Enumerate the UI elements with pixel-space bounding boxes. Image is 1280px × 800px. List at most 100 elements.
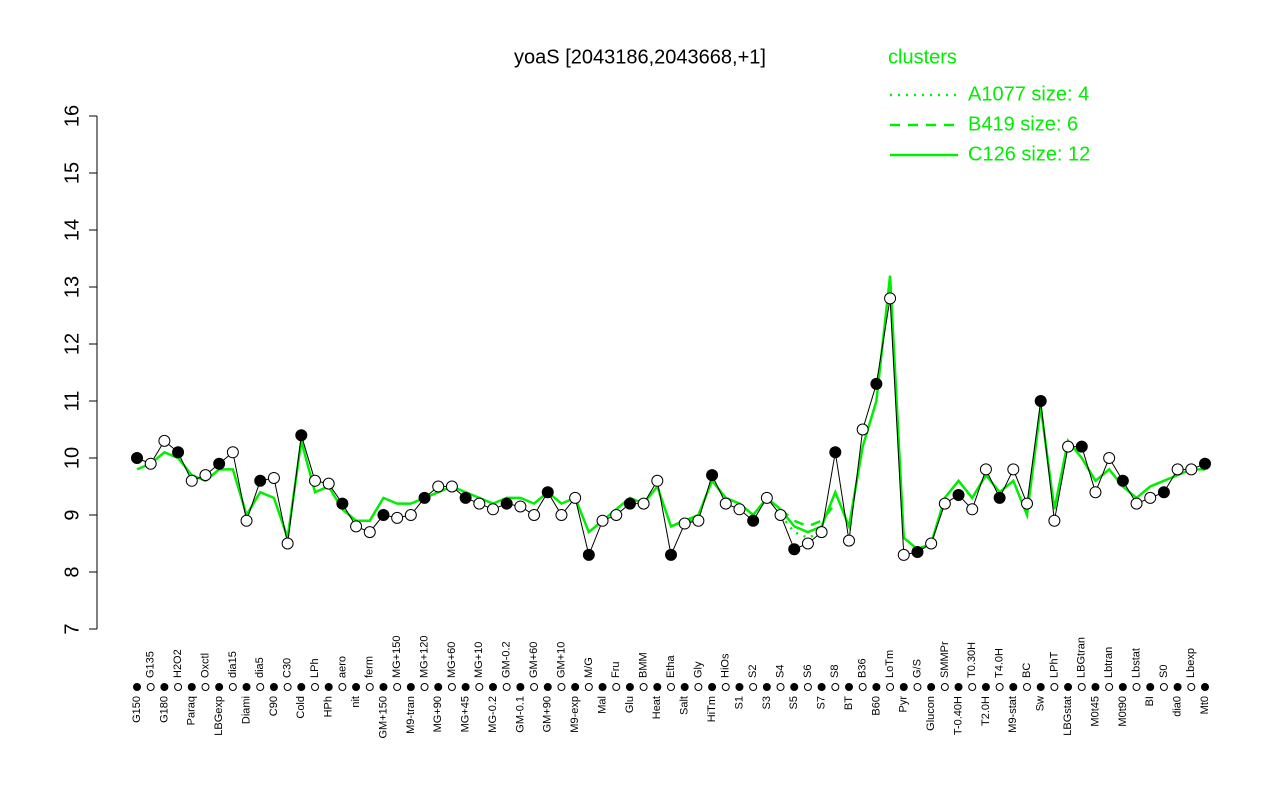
x-tick-label: Fru xyxy=(610,662,622,679)
x-tick-label: Lbexp xyxy=(1185,648,1197,678)
category-marker xyxy=(1050,683,1059,691)
data-point xyxy=(1116,474,1129,487)
category-marker xyxy=(749,683,758,691)
data-point xyxy=(267,471,280,484)
x-tick-label: HPh xyxy=(323,696,335,717)
category-marker xyxy=(160,683,169,691)
x-tick-label: GM-0.1 xyxy=(514,696,526,733)
data-point xyxy=(993,491,1006,504)
x-tick-label: G150 xyxy=(131,696,143,723)
data-point xyxy=(815,526,828,539)
category-marker xyxy=(858,683,867,691)
category-marker xyxy=(625,683,634,691)
category-marker xyxy=(242,683,251,691)
category-marker xyxy=(721,683,730,691)
x-tick-label: T2.0H xyxy=(980,696,992,726)
x-tick-label: LBGexp xyxy=(213,696,225,736)
x-tick-label: dia15 xyxy=(227,651,239,678)
category-marker xyxy=(365,683,374,691)
data-point xyxy=(1089,486,1102,499)
data-point xyxy=(582,548,595,561)
data-point xyxy=(1021,497,1033,510)
category-marker xyxy=(1023,683,1031,691)
category-marker xyxy=(146,683,155,691)
category-marker xyxy=(708,683,717,691)
data-point xyxy=(569,491,582,504)
chart-title: yoaS [2043186,2043668,+1] xyxy=(514,46,766,68)
data-point xyxy=(911,546,924,559)
data-point xyxy=(254,474,267,487)
category-marker xyxy=(803,683,812,691)
data-point xyxy=(213,457,226,470)
data-point xyxy=(1034,395,1047,407)
x-tick-label: GM+90 xyxy=(542,696,554,732)
category-marker xyxy=(393,683,402,691)
y-tick-label: 7 xyxy=(61,623,83,634)
data-point xyxy=(350,520,363,533)
category-marker xyxy=(1036,683,1045,691)
x-tick-label: M0t90 xyxy=(1117,696,1129,727)
data-point xyxy=(801,537,814,550)
x-tick-label: HiTm xyxy=(706,696,718,722)
legend-label: C126 size: 12 xyxy=(968,143,1090,165)
category-marker xyxy=(489,683,497,691)
data-point xyxy=(829,446,842,459)
x-tick-label: MG+150 xyxy=(391,636,403,679)
x-tick-label: BI xyxy=(1144,696,1156,706)
data-point xyxy=(131,452,143,464)
x-tick-label: MG-0.2 xyxy=(487,696,499,733)
category-marker xyxy=(1118,683,1127,691)
data-point xyxy=(391,511,404,524)
category-marker xyxy=(1146,683,1155,691)
x-tick-label: T0.30H xyxy=(966,642,978,678)
data-point xyxy=(555,509,568,521)
x-tick-label: MG+10 xyxy=(473,642,485,678)
category-marker xyxy=(516,683,525,691)
data-point xyxy=(541,486,554,499)
x-tick-label: S1 xyxy=(733,696,745,709)
data-point xyxy=(760,491,773,504)
category-marker xyxy=(475,683,484,691)
cluster-line xyxy=(136,275,1205,551)
data-point xyxy=(897,548,910,561)
category-marker xyxy=(1173,683,1182,691)
category-marker xyxy=(639,683,648,691)
x-tick-label: GM+60 xyxy=(528,642,540,678)
data-point xyxy=(596,514,609,527)
data-point xyxy=(144,457,157,470)
expression-line xyxy=(136,298,1206,557)
data-point xyxy=(432,480,445,493)
data-point xyxy=(774,509,787,521)
category-marker xyxy=(927,683,936,691)
x-tick-label: S6 xyxy=(802,665,814,678)
x-tick-label: M/G xyxy=(583,657,595,678)
data-point xyxy=(1103,452,1116,464)
data-point xyxy=(1130,497,1143,510)
category-marker xyxy=(543,683,552,691)
x-tick-label: dia5 xyxy=(254,657,266,678)
category-marker xyxy=(1077,683,1086,691)
x-tick-label: S8 xyxy=(829,665,841,678)
category-marker xyxy=(201,683,210,691)
y-tick-label: 13 xyxy=(61,276,83,298)
data-point xyxy=(678,517,691,530)
x-tick-label: MG+90 xyxy=(432,696,444,732)
category-marker xyxy=(174,683,183,691)
data-point xyxy=(309,474,321,487)
x-tick-label: MG+60 xyxy=(446,642,458,678)
x-tick-label: LoTm xyxy=(884,650,896,678)
x-tick-label: M0t45 xyxy=(1089,696,1101,727)
data-point xyxy=(1157,486,1170,499)
x-tick-label: H2O2 xyxy=(172,649,184,678)
data-point xyxy=(623,497,636,510)
data-point xyxy=(158,434,171,447)
data-point xyxy=(1171,463,1184,476)
data-point xyxy=(459,491,472,504)
x-tick-label: nit xyxy=(350,696,362,708)
category-marker xyxy=(461,683,470,691)
category-marker xyxy=(995,683,1004,691)
data-point xyxy=(1199,457,1211,470)
x-tick-label: aero xyxy=(336,656,348,678)
y-tick-label: 8 xyxy=(61,566,83,577)
